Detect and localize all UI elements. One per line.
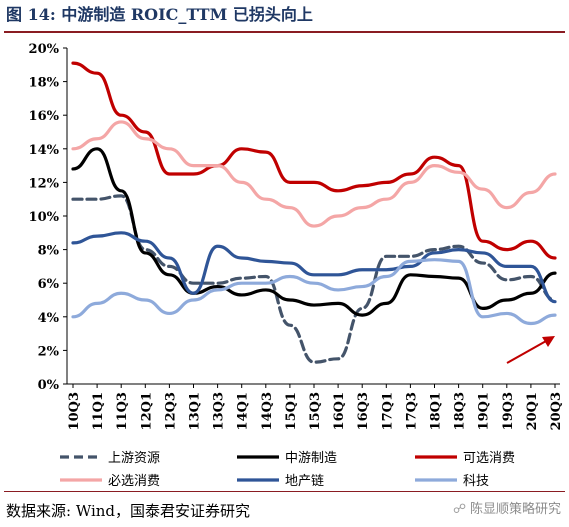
x-tick-label: 11Q3 xyxy=(115,392,130,430)
x-tick-label: 20Q3 xyxy=(549,392,564,430)
y-tick-label: 20% xyxy=(29,42,60,57)
arrow-head xyxy=(542,336,555,347)
legend-label: 可选消费 xyxy=(463,451,515,466)
source-divider xyxy=(4,491,565,492)
x-axis: 10Q3 11Q1 11Q3 12Q1 12Q3 13Q1 13Q3 14Q1 14Q3 15Q1… xyxy=(67,383,564,430)
series-line xyxy=(71,147,557,317)
series-line xyxy=(71,61,557,260)
x-tick-label: 13Q1 xyxy=(188,392,203,430)
series-line xyxy=(71,231,557,304)
x-tick-label: 20Q1 xyxy=(525,392,540,430)
series-line xyxy=(71,120,557,228)
x-tick-label: 10Q3 xyxy=(67,392,82,430)
x-tick-label: 16Q3 xyxy=(356,392,371,430)
y-tick-label: 2% xyxy=(38,344,60,359)
series-lines xyxy=(71,61,557,364)
watermark: ☍ 陈显顺策略研究 xyxy=(453,498,561,517)
series-line xyxy=(71,258,557,326)
x-tick-label: 18Q1 xyxy=(429,392,444,430)
legend-label: 必选消费 xyxy=(108,474,160,489)
y-tick-label: 16% xyxy=(29,109,60,124)
x-tick-label: 14Q3 xyxy=(260,392,275,430)
series-line xyxy=(71,194,557,364)
y-tick-label: 4% xyxy=(38,311,60,326)
chart-title: 图 14: 中游制造 ROIC_TTM 已拐头向上 xyxy=(6,5,313,24)
y-tick-label: 8% xyxy=(38,244,60,259)
y-tick-label: 12% xyxy=(29,176,60,191)
title-divider xyxy=(4,31,565,33)
legend-label: 上游资源 xyxy=(108,451,160,466)
y-tick-label: 18% xyxy=(29,76,60,91)
legend-label: 科技 xyxy=(463,474,489,489)
x-tick-label: 11Q1 xyxy=(91,392,106,430)
line-chart: 0% 2% 4% 6% 8% 10% 12% 14% 16% 18% 20% 10Q3 11Q1 11Q… xyxy=(29,42,564,489)
y-tick-label: 10% xyxy=(29,210,60,225)
arrow-shaft xyxy=(506,339,548,364)
x-tick-label: 12Q1 xyxy=(139,392,154,430)
y-axis: 0% 2% 4% 6% 8% 10% 12% 14% 16% 18% 20% xyxy=(29,42,68,393)
x-tick-label: 18Q3 xyxy=(453,392,468,430)
source-note: 数据来源: Wind，国泰君安证券研究 xyxy=(6,502,251,520)
x-tick-label: 15Q3 xyxy=(308,392,323,430)
x-tick-label: 17Q1 xyxy=(380,392,395,430)
x-tick-labels: 10Q3 11Q1 11Q3 12Q1 12Q3 13Q1 13Q3 14Q1 14Q3 15Q1… xyxy=(67,384,564,430)
x-tick-label: 19Q1 xyxy=(477,392,492,430)
x-tick-label: 15Q1 xyxy=(284,392,299,430)
x-tick-label: 12Q3 xyxy=(163,392,178,430)
x-tick-label: 17Q3 xyxy=(404,392,419,430)
watermark-text: 陈显顺策略研究 xyxy=(469,502,561,517)
y-tick-label: 6% xyxy=(38,277,60,292)
y-tick-label: 0% xyxy=(38,378,60,393)
legend-label: 地产链 xyxy=(285,474,324,489)
legend-label: 中游制造 xyxy=(285,451,337,466)
x-tick-label: 19Q3 xyxy=(501,392,516,430)
y-tick-labels: 0% 2% 4% 6% 8% 10% 12% 14% 16% 18% 20% xyxy=(29,42,67,393)
trend-arrow xyxy=(506,336,555,364)
x-tick-label: 14Q1 xyxy=(236,392,251,430)
x-tick-label: 16Q1 xyxy=(332,392,347,430)
y-tick-label: 14% xyxy=(29,143,60,158)
x-tick-label: 13Q3 xyxy=(212,392,227,430)
wechat-icon: ☍ xyxy=(452,502,466,517)
